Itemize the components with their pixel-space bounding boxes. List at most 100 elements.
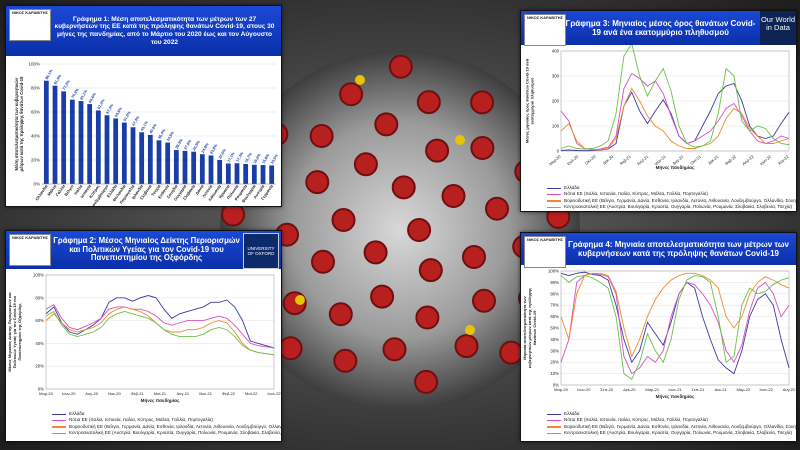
chart-3-header: Γράφημα 3: Μηνιαίος μέσος όρος θανάτων C… (521, 11, 796, 45)
bar (52, 85, 58, 184)
x-tick-label: Φεβ-21 (619, 153, 633, 166)
bar-value-label: 40,9% (149, 123, 158, 135)
chart-2-legend: Ελλάδα Νότια ΕΕ (Ιταλία, Ισπανία, Ιταλία,… (52, 411, 282, 437)
y-tick-label: 90% (550, 280, 559, 285)
x-tick-label: Ιουν-22 (759, 153, 773, 166)
y-axis-label: Μέσος Μηνιαίος Δείκτης Περιορισμών καιΠο… (7, 292, 22, 371)
chart-2-svg: 100% 80% 60% 40% 20% 0% Μέσος Μηνιαίος Δείκτης… (7, 273, 281, 405)
bar-value-label: 16,0% (253, 152, 262, 164)
bar (243, 163, 249, 184)
x-tick-label: Σεπ-20 (600, 387, 614, 392)
bar (191, 151, 197, 184)
series-line-south (45, 304, 275, 349)
brand-logo: ΝΙΚΟΣ ΚΑΡΑΒΙΤΗΣ (524, 236, 566, 268)
x-tick-label: Αυγ-22 (783, 387, 796, 392)
chart-1-title: Γράφημα 1: Μέση αποτελεσματικότητα των μ… (54, 15, 275, 46)
x-tick-label: Αυγ-22 (777, 153, 790, 165)
y-tick-label: 200 (552, 99, 560, 104)
y-tick-label: 50% (550, 326, 559, 331)
legend-label: Νότια ΕΕ (Ιταλία, Ισπανία, Ιταλία, Κύπρο… (564, 417, 708, 423)
bar (139, 132, 145, 184)
bar-value-label: 43,1% (140, 120, 149, 132)
spike-protein (470, 90, 495, 115)
legend-label: Ελλάδα (564, 411, 580, 416)
legend-swatch (547, 426, 561, 428)
x-tick-label: Νοε-20 (108, 391, 121, 396)
spike-protein (374, 112, 399, 137)
x-tick-label: Μαρ-20 (39, 391, 53, 396)
our-world-in-data-logo: Our World in Data (760, 11, 796, 45)
series-line-west (560, 272, 790, 358)
y-tick-label: 80% (35, 295, 44, 300)
spike-protein (441, 184, 466, 208)
bar (43, 80, 49, 184)
bar-value-label: 23,8% (209, 143, 218, 155)
x-axis-label: Μήνες πανδημίας (656, 394, 695, 400)
chart-4-title: Γράφημα 4: Μηνιαία αποτελεσματικότητα τω… (568, 239, 789, 258)
series-line-greece (560, 271, 790, 375)
chart-4-header: Γράφημα 4: Μηνιαία αποτελεσματικότητα τω… (521, 233, 796, 265)
brand-logo: ΝΙΚΟΣ ΚΑΡΑΒΙΤΗΣ (524, 14, 566, 46)
legend-label: Κεντροανατολική ΕΕ (Αυστρία, Βουλγαρία, … (564, 204, 793, 210)
legend-item-greece: Ελλάδα (52, 411, 281, 417)
spike-protein (407, 218, 432, 242)
x-tick-label: Απρ-21 (636, 153, 650, 166)
series-line-south (560, 72, 790, 151)
owid-line-1: Our World (760, 15, 796, 24)
x-tick-label: Ιταλία (73, 183, 84, 195)
panel-chart-2: Γράφημα 2: Μέσος Μηνιαίος Δείκτης Περιορ… (5, 230, 282, 442)
bar-value-label: 61,3% (97, 98, 106, 110)
x-tick-label: Ιουν-20 (577, 387, 591, 392)
bar-value-label: 15,8% (261, 153, 270, 165)
spike-protein (485, 196, 509, 221)
legend-swatch (547, 187, 561, 189)
legend-label: Νότια ΕΕ (Ιταλία, Ισπανία, Ιταλία, Κύπρο… (564, 191, 708, 197)
legend-item-south: Νότια ΕΕ (Ιταλία, Ισπανία, Ιταλία, Κύπρο… (547, 417, 796, 423)
chart-1-header: Γράφημα 1: Μέση αποτελεσματικότητα των μ… (6, 6, 281, 56)
legend-item-greece: Ελλάδα (547, 411, 796, 417)
bar-value-label: 57,3% (105, 103, 114, 115)
x-tick-label: Ιουλ-20 (566, 153, 580, 166)
x-tick-label: Δανία (194, 183, 205, 195)
brand-logo-text: ΝΙΚΟΣ ΚΑΡΑΒΙΤΗΣ (11, 235, 49, 240)
spike-protein (333, 348, 358, 373)
y-tick-label: 100% (33, 273, 44, 278)
legend-item-east: Κεντροανατολική ΕΕ (Αυστρία, Βουλγαρία, … (547, 430, 796, 436)
x-tick-label: Φεβ-22 (724, 153, 738, 166)
x-tick-label: Δεκ-21 (707, 153, 720, 165)
bar-value-label: 66,6% (88, 92, 97, 104)
bar-value-label: 26,9% (192, 139, 201, 151)
bar-value-label: 15,5% (270, 153, 279, 165)
x-tick-label: Μαρ-22 (737, 387, 751, 392)
spike-protein (353, 152, 378, 177)
x-tick-label: Μάλτα (46, 183, 57, 196)
y-tick-label: 0 (557, 149, 560, 154)
y-tick-label: 70% (550, 303, 559, 308)
spike-protein (331, 208, 356, 232)
spike-protein (305, 170, 330, 195)
bar (95, 110, 101, 184)
panel-chart-1: Γράφημα 1: Μέση αποτελεσματικότητα των μ… (5, 5, 282, 207)
y-axis-label: Μηνιαία αποτελεσματικότητα τωνκυβερνητικ… (522, 288, 537, 368)
bar (269, 165, 275, 184)
legend-item-south: Νότια ΕΕ (Ιταλία, Ισπανία, Ιταλία, Κύπρο… (547, 191, 796, 197)
brand-logo-text: ΝΙΚΟΣ ΚΑΡΑΒΙΤΗΣ (526, 15, 564, 20)
legend-label: Κεντροανατολική ΕΕ (Αυστρία, Βουλγαρία, … (69, 430, 282, 436)
chart-4-legend: Ελλάδα Νότια ΕΕ (Ιταλία, Ισπανία, Ιταλία,… (547, 411, 796, 437)
legend-item-west: Βορειοδυτική ΕΕ (Βέλγιο, Γερμανία, Δανία… (547, 198, 796, 204)
bar-value-label: 20,0% (218, 148, 227, 160)
legend-item-south: Νότια ΕΕ (Ιταλία, Ισπανία, Ιταλία, Κύπρο… (52, 417, 281, 423)
spike-protein (328, 302, 353, 327)
bar-value-label: 36,4% (157, 128, 166, 140)
x-tick-label: Μαρ-20 (548, 153, 562, 166)
bar (173, 150, 179, 184)
bar (69, 99, 75, 184)
spike-protein (454, 334, 479, 359)
y-tick-label: 0% (38, 387, 44, 392)
spike-protein (415, 305, 440, 330)
y-tick-label: 0% (33, 182, 40, 187)
x-tick-label: Μαϊ-21 (154, 391, 167, 396)
x-tick-label: Απρ-22 (741, 153, 755, 166)
x-tick-label: Αυγ-20 (85, 391, 98, 396)
x-tick-label: Οκτ-21 (689, 153, 702, 165)
